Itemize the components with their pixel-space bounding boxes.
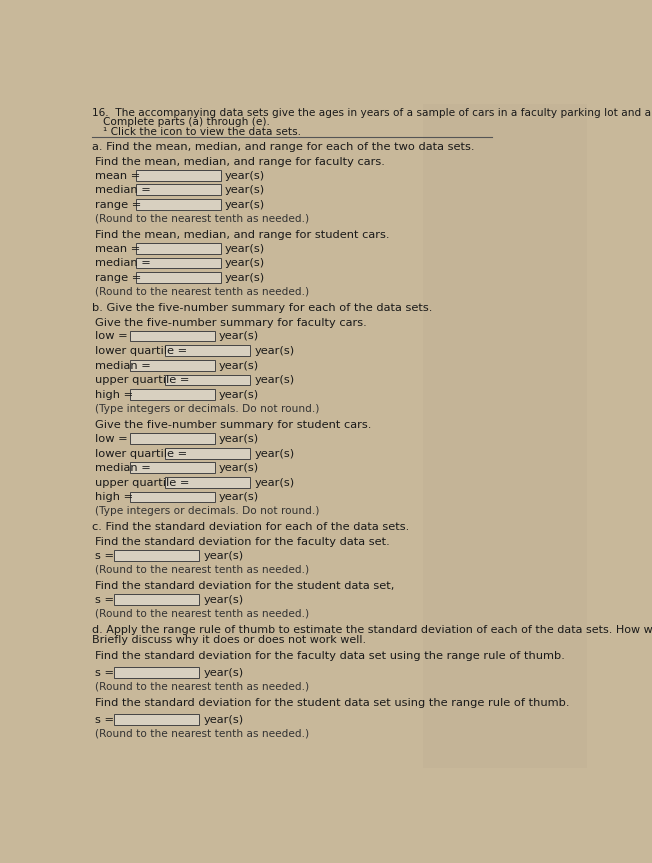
FancyBboxPatch shape: [130, 463, 215, 473]
FancyBboxPatch shape: [136, 272, 221, 283]
FancyBboxPatch shape: [136, 243, 221, 254]
Text: d. Apply the range rule of thumb to estimate the standard deviation of each of t: d. Apply the range rule of thumb to esti…: [93, 625, 652, 635]
Text: Find the standard deviation for the student data set,: Find the standard deviation for the stud…: [95, 581, 395, 591]
Text: year(s): year(s): [218, 463, 259, 473]
FancyBboxPatch shape: [130, 433, 215, 444]
Text: a. Find the mean, median, and range for each of the two data sets.: a. Find the mean, median, and range for …: [93, 142, 475, 152]
Text: year(s): year(s): [218, 434, 259, 444]
Text: year(s): year(s): [254, 375, 295, 386]
Text: low =: low =: [95, 331, 128, 342]
Text: (Round to the nearest tenth as needed.): (Round to the nearest tenth as needed.): [95, 608, 310, 619]
Text: year(s): year(s): [225, 186, 265, 195]
FancyBboxPatch shape: [130, 389, 215, 400]
Text: high =: high =: [95, 493, 134, 502]
Text: year(s): year(s): [225, 171, 265, 180]
Text: (Type integers or decimals. Do not round.): (Type integers or decimals. Do not round…: [95, 404, 320, 414]
FancyBboxPatch shape: [165, 375, 250, 386]
Text: low =: low =: [95, 434, 128, 444]
Text: median =: median =: [95, 361, 151, 371]
Text: s =: s =: [95, 551, 115, 561]
FancyBboxPatch shape: [165, 345, 250, 356]
Text: Give the five-number summary for faculty cars.: Give the five-number summary for faculty…: [95, 318, 367, 328]
Text: year(s): year(s): [254, 449, 295, 458]
Text: year(s): year(s): [203, 715, 243, 725]
Text: (Round to the nearest tenth as needed.): (Round to the nearest tenth as needed.): [95, 728, 310, 739]
Text: median =: median =: [95, 186, 151, 195]
Text: Find the standard deviation for the student data set using the range rule of thu: Find the standard deviation for the stud…: [95, 698, 570, 708]
Text: year(s): year(s): [218, 390, 259, 400]
FancyBboxPatch shape: [136, 257, 221, 268]
Text: high =: high =: [95, 390, 134, 400]
Text: Briefly discuss why it does or does not work well.: Briefly discuss why it does or does not …: [93, 635, 366, 645]
Text: (Round to the nearest tenth as needed.): (Round to the nearest tenth as needed.): [95, 214, 310, 224]
Text: Find the mean, median, and range for student cars.: Find the mean, median, and range for stu…: [95, 230, 390, 240]
Text: (Round to the nearest tenth as needed.): (Round to the nearest tenth as needed.): [95, 564, 310, 575]
Text: year(s): year(s): [218, 493, 259, 502]
Text: range =: range =: [95, 200, 141, 210]
Text: upper quartile =: upper quartile =: [95, 478, 190, 488]
Text: year(s): year(s): [218, 361, 259, 371]
Text: median =: median =: [95, 258, 151, 268]
Text: (Round to the nearest tenth as needed.): (Round to the nearest tenth as needed.): [95, 682, 310, 692]
FancyBboxPatch shape: [136, 199, 221, 210]
Text: range =: range =: [95, 273, 141, 283]
Text: (Round to the nearest tenth as needed.): (Round to the nearest tenth as needed.): [95, 287, 310, 297]
Text: year(s): year(s): [254, 478, 295, 488]
Text: year(s): year(s): [218, 331, 259, 342]
FancyBboxPatch shape: [114, 715, 200, 725]
Text: s =: s =: [95, 595, 115, 605]
FancyBboxPatch shape: [114, 594, 200, 605]
Text: s =: s =: [95, 715, 115, 725]
FancyBboxPatch shape: [136, 170, 221, 180]
Text: Find the standard deviation for the faculty data set.: Find the standard deviation for the facu…: [95, 537, 390, 547]
Text: b. Give the five-number summary for each of the data sets.: b. Give the five-number summary for each…: [93, 303, 433, 313]
Text: mean =: mean =: [95, 171, 141, 180]
Text: year(s): year(s): [225, 200, 265, 210]
Text: year(s): year(s): [225, 273, 265, 283]
FancyBboxPatch shape: [114, 667, 200, 678]
FancyBboxPatch shape: [130, 331, 215, 342]
Text: year(s): year(s): [225, 258, 265, 268]
FancyBboxPatch shape: [130, 360, 215, 371]
Text: s =: s =: [95, 668, 115, 678]
Text: year(s): year(s): [203, 551, 243, 561]
FancyBboxPatch shape: [136, 185, 221, 195]
Text: Find the mean, median, and range for faculty cars.: Find the mean, median, and range for fac…: [95, 157, 385, 167]
Text: ¹ Click the icon to view the data sets.: ¹ Click the icon to view the data sets.: [103, 127, 301, 136]
Text: lower quartile =: lower quartile =: [95, 346, 188, 356]
Bar: [422, 104, 587, 768]
Text: upper quartile =: upper quartile =: [95, 375, 190, 386]
FancyBboxPatch shape: [130, 492, 215, 502]
FancyBboxPatch shape: [165, 477, 250, 488]
Text: Give the five-number summary for student cars.: Give the five-number summary for student…: [95, 420, 372, 430]
Text: year(s): year(s): [254, 346, 295, 356]
Text: lower quartile =: lower quartile =: [95, 449, 188, 458]
Text: mean =: mean =: [95, 243, 141, 254]
Text: Complete parts (a) through (e).: Complete parts (a) through (e).: [103, 117, 270, 128]
FancyBboxPatch shape: [114, 550, 200, 561]
Text: median =: median =: [95, 463, 151, 473]
Text: year(s): year(s): [203, 668, 243, 678]
Text: year(s): year(s): [225, 243, 265, 254]
Text: year(s): year(s): [203, 595, 243, 605]
FancyBboxPatch shape: [165, 448, 250, 458]
Text: Find the standard deviation for the faculty data set using the range rule of thu: Find the standard deviation for the facu…: [95, 651, 565, 661]
Text: 16.  The accompanying data sets give the ages in years of a sample of cars in a : 16. The accompanying data sets give the …: [93, 108, 652, 118]
Text: c. Find the standard deviation for each of the data sets.: c. Find the standard deviation for each …: [93, 522, 409, 532]
Text: (Type integers or decimals. Do not round.): (Type integers or decimals. Do not round…: [95, 507, 320, 516]
